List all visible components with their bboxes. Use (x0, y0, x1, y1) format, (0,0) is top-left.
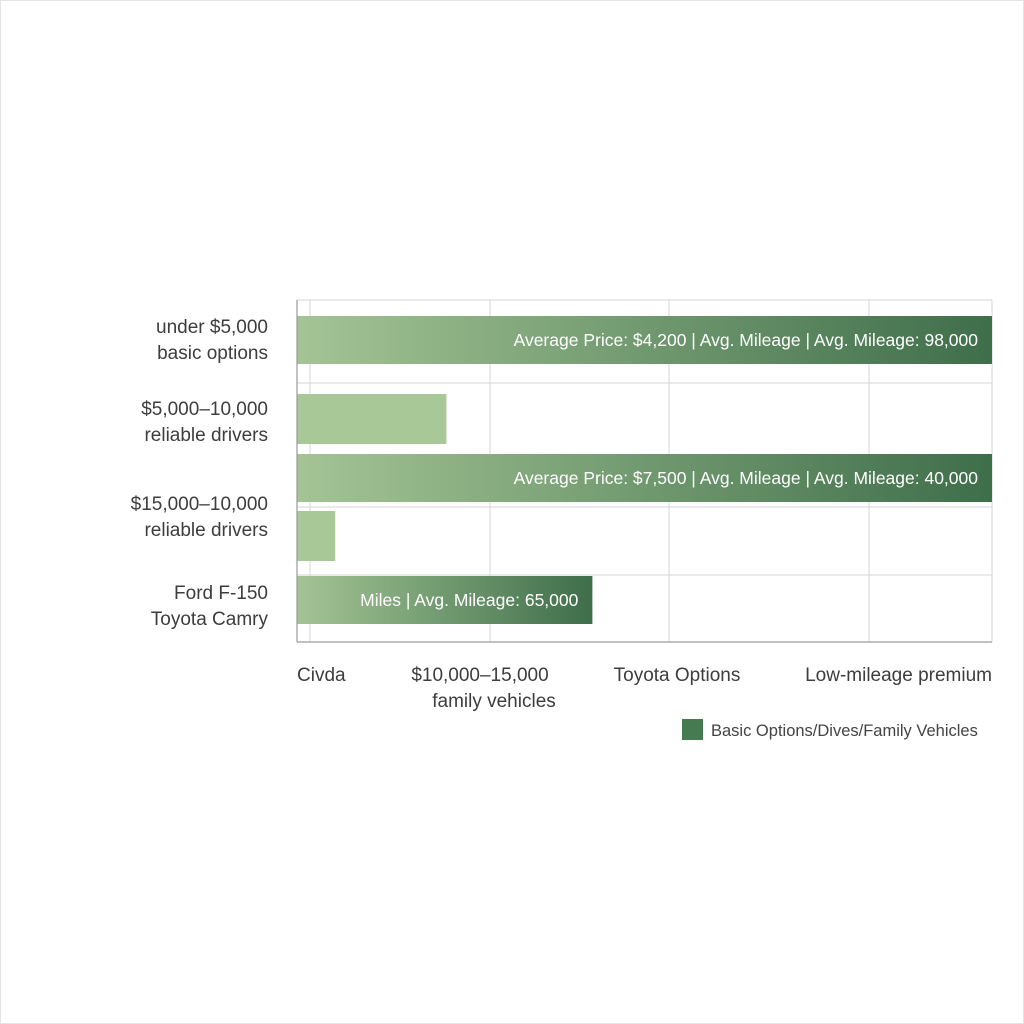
x-tick-label: Low-mileage premium (805, 665, 992, 686)
bar (297, 316, 992, 364)
bars: Average Price: $4,200 | Avg. Mileage | A… (297, 316, 992, 624)
y-tick-labels: under $5,000 basic options $5,000–10,000 re… (131, 317, 269, 630)
legend-label: Basic Options/Dives/Family Vehicles (711, 722, 978, 740)
y-tick-label: $15,000–10,000 (131, 494, 268, 515)
y-tick-label: Toyota Camry (151, 609, 269, 630)
x-tick-label: $10,000–15,000 (411, 665, 548, 686)
bar (297, 576, 593, 624)
bar (297, 511, 336, 561)
legend: Basic Options/Dives/Family Vehicles (682, 719, 978, 740)
y-tick-label: reliable drivers (144, 520, 268, 541)
bar (297, 454, 992, 502)
axes (296, 300, 992, 643)
bar-data-label: Average Price: $4,200 | Avg. Mileage | A… (514, 330, 979, 350)
y-tick-label: reliable drivers (144, 425, 268, 446)
x-tick-labels: Civda $10,000–15,000 family vehicles Toyota… (297, 665, 992, 712)
y-tick-label: basic options (157, 343, 268, 364)
y-tick-label: Ford F-150 (174, 583, 268, 604)
y-tick-label: under $5,000 (156, 317, 268, 338)
bar (297, 394, 447, 444)
x-tick-label: Civda (297, 665, 346, 686)
x-tick-label: family vehicles (432, 691, 556, 712)
legend-swatch (682, 719, 703, 740)
x-tick-label: Toyota Options (614, 665, 741, 686)
bar-data-label: Average Price: $7,500 | Avg. Mileage | A… (514, 468, 979, 488)
y-tick-label: $5,000–10,000 (141, 399, 268, 420)
bar-data-label: Miles | Avg. Mileage: 65,000 (360, 590, 579, 610)
